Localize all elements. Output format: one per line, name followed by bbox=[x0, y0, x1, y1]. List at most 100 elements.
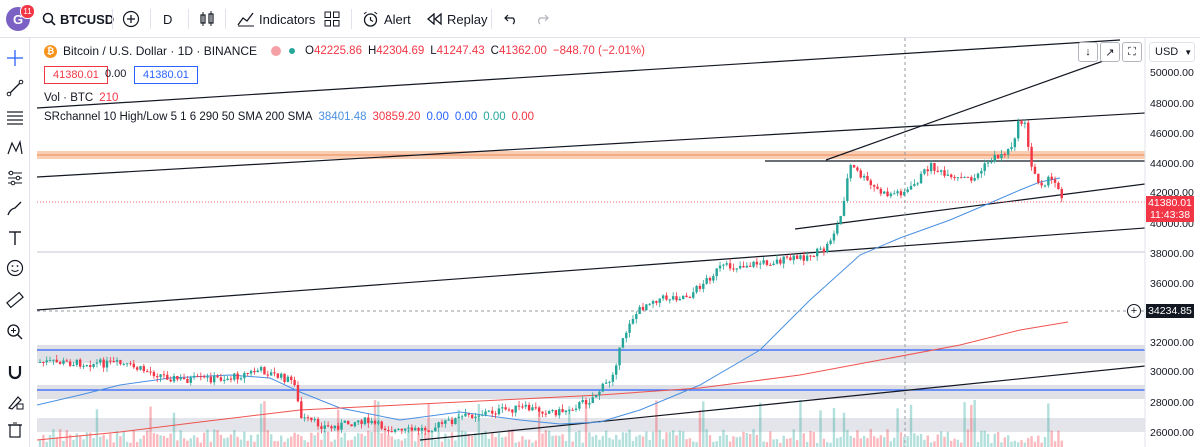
price-label: 26000.00 bbox=[1150, 427, 1194, 439]
candle-body bbox=[792, 255, 795, 261]
candle-body bbox=[983, 163, 986, 171]
candle-body bbox=[481, 414, 484, 416]
candle-body bbox=[641, 307, 645, 311]
volume-label: Vol · BTC bbox=[44, 92, 94, 104]
volume-bar bbox=[350, 439, 353, 447]
text-tool[interactable] bbox=[3, 226, 27, 250]
trash-tool[interactable] bbox=[3, 418, 27, 442]
arrow-up-right-icon: ↗ bbox=[1105, 46, 1115, 59]
trend-line-tool[interactable] bbox=[3, 76, 27, 100]
volume-bar bbox=[996, 431, 1000, 447]
chart-type-button[interactable] bbox=[199, 0, 215, 38]
ohlc-low-label: L bbox=[430, 45, 437, 57]
candle-body bbox=[1000, 153, 1003, 159]
candle-body bbox=[125, 363, 129, 365]
notification-badge: 11 bbox=[20, 4, 35, 19]
candle-body bbox=[353, 422, 357, 427]
candle-body bbox=[909, 185, 913, 190]
interval-button[interactable]: D bbox=[163, 0, 172, 38]
layouts-button[interactable] bbox=[324, 0, 340, 38]
redo-button[interactable] bbox=[535, 0, 549, 38]
volume-bar bbox=[698, 410, 702, 447]
current-price: 41380.01 bbox=[1148, 197, 1192, 209]
ruler-tool[interactable] bbox=[3, 288, 27, 312]
volume-bar bbox=[219, 434, 223, 447]
scroll-down-button[interactable]: ↓ bbox=[1078, 42, 1098, 62]
volume-bar bbox=[939, 431, 943, 447]
candle-body bbox=[866, 176, 869, 181]
forecast-tool[interactable] bbox=[3, 166, 27, 190]
volume-bar bbox=[836, 438, 839, 447]
scroll-up-right-button[interactable]: ↗ bbox=[1100, 42, 1120, 62]
volume-bar bbox=[658, 430, 661, 447]
brush-tool[interactable] bbox=[3, 196, 27, 220]
volume-bar bbox=[474, 433, 477, 447]
add-alert-plus-icon[interactable]: + bbox=[1127, 304, 1141, 318]
candle-body bbox=[266, 374, 269, 376]
volume-bar bbox=[1040, 442, 1043, 447]
volume-bar bbox=[916, 435, 919, 447]
emoji-tool[interactable] bbox=[3, 256, 27, 280]
candle-body bbox=[621, 338, 625, 348]
candle-body bbox=[698, 286, 702, 289]
volume-bar bbox=[527, 439, 531, 447]
candle-body bbox=[447, 419, 450, 421]
zoom-tool[interactable] bbox=[3, 320, 27, 344]
compare-button[interactable] bbox=[122, 0, 140, 38]
candle-body bbox=[836, 224, 839, 234]
candle-body bbox=[149, 371, 152, 373]
candle-body bbox=[682, 295, 685, 299]
candle-body bbox=[293, 380, 296, 385]
candle-body bbox=[976, 173, 980, 179]
candle-body bbox=[785, 256, 789, 258]
volume-bar bbox=[561, 434, 564, 447]
volume-bar bbox=[1057, 430, 1060, 447]
fullscreen-button[interactable]: ⛶ bbox=[1122, 42, 1142, 62]
candle-body bbox=[1060, 189, 1063, 199]
indicators-button[interactable]: Indicators bbox=[237, 0, 315, 38]
buy-button[interactable]: 41380.01 bbox=[134, 66, 198, 84]
candle-body bbox=[782, 256, 785, 264]
candle-body bbox=[534, 407, 537, 409]
fib-tool[interactable] bbox=[3, 106, 27, 130]
candle-body bbox=[705, 278, 708, 284]
candle-body bbox=[712, 276, 715, 281]
volume-legend[interactable]: Vol · BTC 210 bbox=[44, 92, 124, 104]
candle-body bbox=[678, 298, 682, 301]
alert-button[interactable]: Alert bbox=[362, 0, 411, 38]
candle-body bbox=[323, 425, 326, 429]
pattern-tool[interactable] bbox=[3, 136, 27, 160]
candle-body bbox=[728, 263, 732, 269]
lock-draw-tool[interactable] bbox=[3, 390, 27, 414]
fib-icon bbox=[7, 111, 23, 125]
candle-body bbox=[196, 375, 199, 377]
volume-bar bbox=[732, 436, 735, 447]
candle-body bbox=[537, 407, 541, 412]
candle-body bbox=[407, 427, 410, 429]
candle-body bbox=[879, 188, 883, 194]
undo-button[interactable] bbox=[504, 0, 518, 38]
volume-bar bbox=[785, 438, 789, 447]
symbol-search[interactable]: BTCUSD bbox=[42, 0, 114, 38]
currency-select[interactable]: USD ▼ bbox=[1149, 42, 1195, 62]
magnet-tool[interactable] bbox=[3, 360, 27, 384]
volume-bar bbox=[645, 431, 648, 447]
crosshair-tool[interactable] bbox=[3, 46, 27, 70]
candle-body bbox=[541, 411, 544, 414]
candle-body bbox=[695, 286, 698, 293]
candle-body bbox=[340, 422, 343, 430]
volume-bar bbox=[792, 429, 795, 447]
volume-bar bbox=[450, 432, 454, 447]
candle-body bbox=[162, 374, 166, 376]
srchannel-legend[interactable]: SRchannel 10 High/Low 5 1 6 290 50 SMA 2… bbox=[44, 111, 540, 123]
volume-bar bbox=[259, 403, 263, 447]
candle-body bbox=[638, 307, 641, 314]
sell-button[interactable]: 41380.01 bbox=[44, 66, 108, 84]
replay-button[interactable]: Replay bbox=[427, 0, 487, 38]
volume-bar bbox=[1060, 440, 1063, 447]
candle-body bbox=[169, 379, 172, 382]
search-icon bbox=[42, 12, 56, 26]
candle-body bbox=[939, 170, 943, 172]
volume-bar bbox=[316, 432, 320, 447]
